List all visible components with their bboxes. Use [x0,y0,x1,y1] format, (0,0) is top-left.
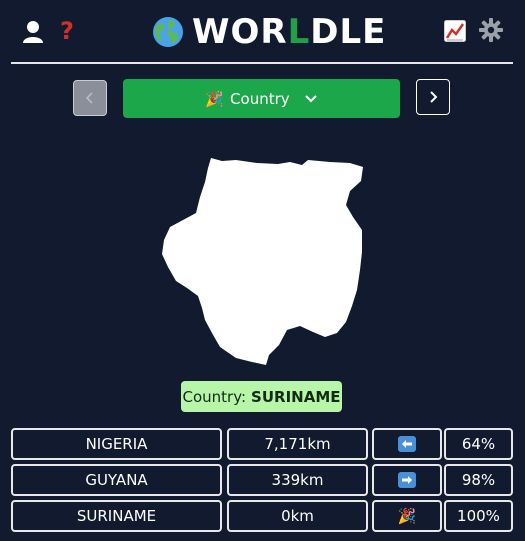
guess-country: SURINAME [11,500,222,532]
guess-direction: 🎉 [372,500,442,532]
guess-distance: 339km [227,464,368,496]
next-mode-button[interactable] [416,79,450,115]
guess-direction [372,464,442,496]
gear-icon[interactable] [478,17,504,43]
guess-country: NIGERIA [11,428,222,460]
party-icon: 🎉 [397,507,417,525]
mode-select-label: Country [230,89,290,108]
answer-badge: Country: SURINAME [181,381,342,412]
guess-proximity: 98% [444,464,513,496]
guess-row: NIGERIA 7,171km 64% [11,428,513,460]
guess-direction [372,428,442,460]
stats-icon[interactable] [443,19,467,43]
guess-row: SURINAME 0km 🎉 100% [11,500,513,532]
left-arrow-icon [398,436,416,452]
help-icon[interactable]: ? [60,17,74,45]
chevron-down-icon [304,94,317,102]
header-divider [11,62,513,64]
header: ? WORLDLE [0,0,525,62]
answer-label: Country: [182,387,247,406]
guess-row: GUYANA 339km 98% [11,464,513,496]
answer-value: SURINAME [251,387,341,406]
chevron-right-icon [430,91,438,103]
guess-country: GUYANA [11,464,222,496]
party-icon: 🎉 [205,89,225,108]
guess-distance: 7,171km [227,428,368,460]
guess-proximity: 64% [444,428,513,460]
app-title: WORLDLE [152,10,386,54]
mode-select[interactable]: 🎉 Country [123,79,400,118]
globe-icon [153,17,183,47]
chevron-left-icon [85,92,93,104]
user-icon[interactable] [20,18,46,46]
guess-distance: 0km [227,500,368,532]
prev-mode-button[interactable] [73,80,107,116]
guess-proximity: 100% [444,500,513,532]
right-arrow-icon [398,472,416,488]
country-silhouette [162,158,363,365]
